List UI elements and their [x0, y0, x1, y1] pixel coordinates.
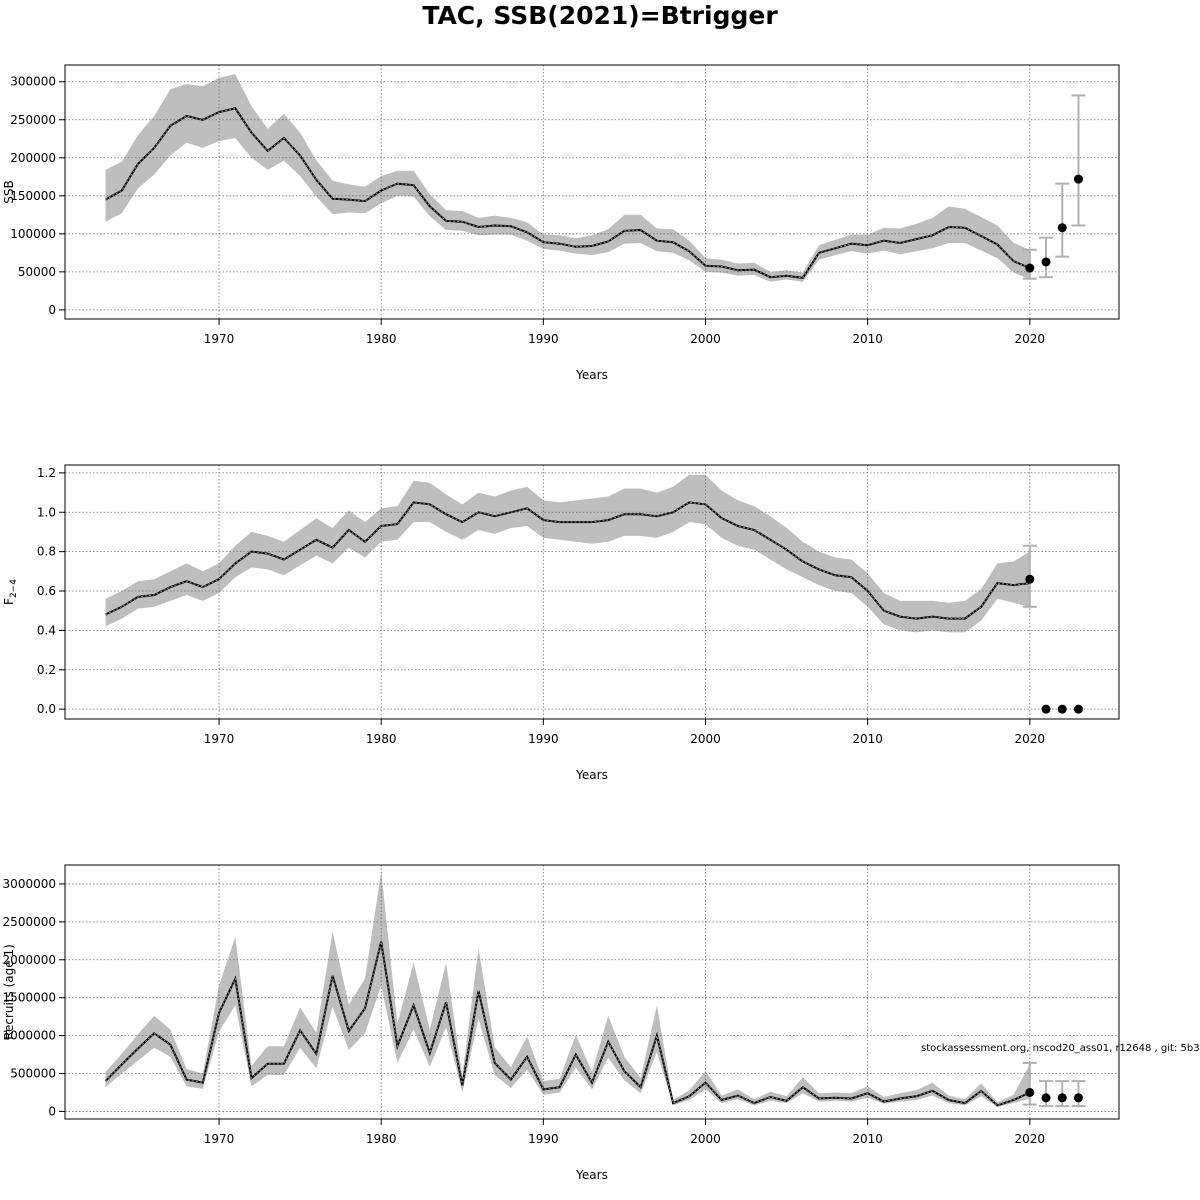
footnote: stockassessment.org, nscod20_ass01, r126… [921, 1043, 1200, 1054]
ssb-x-tick-label: 2000 [690, 332, 721, 346]
fbar-y-axis-title-subscript: 2−4 [9, 579, 19, 598]
ssb-panel: 1970 1980 1990 2000 2010 2020 0 50000 100000 1500… [2, 64, 1120, 382]
recruits-x-tick-label: 2000 [690, 1132, 721, 1146]
fbar-plot-frame [64, 464, 1120, 720]
fbar-estimate-dotted-overlay [105, 501, 1030, 620]
recruits-y-tick-label: 0 [48, 1104, 56, 1118]
fbar-projection-point [1073, 704, 1083, 714]
fbar-x-tick-label: 2010 [852, 732, 883, 746]
ssb-y-axis-title: SSB [2, 180, 16, 203]
ssb-projection-point [1025, 263, 1035, 273]
recruits-y-axis-title-main: Recruits (age 1) [2, 944, 16, 1040]
fbar-projection-point [1057, 704, 1067, 714]
recruits-plot-frame [64, 864, 1120, 1120]
ssb-y-tick-label: 250000 [10, 113, 56, 127]
recruits-projection-point [1073, 1093, 1083, 1103]
ssb-x-axis-title: Years [575, 368, 608, 382]
figure-title: TAC, SSB(2021)=Btrigger [422, 1, 778, 30]
ssb-y-axis-title-main: SSB [2, 180, 16, 203]
recruits-x-tick-label: 2010 [852, 1132, 883, 1146]
recruits-confidence-band [105, 871, 1030, 1107]
fbar-y-tick-label: 0.6 [37, 584, 56, 598]
ssb-projection-point [1041, 257, 1051, 267]
recruits-y-tick-label: 500000 [10, 1067, 56, 1081]
recruits-y-tick-label: 1500000 [3, 991, 56, 1005]
fbar-x-tick-label: 2020 [1015, 732, 1046, 746]
fbar-x-tick-label: 1970 [204, 732, 235, 746]
recruits-x-tick-label: 2020 [1015, 1132, 1046, 1146]
ssb-projection-point [1057, 223, 1067, 233]
recruits-y-tick-label: 2000000 [3, 953, 56, 967]
ssb-x-tick-label: 1970 [204, 332, 235, 346]
ssb-x-tick-label: 2020 [1015, 332, 1046, 346]
fbar-y-tick-label: 0.2 [37, 663, 56, 677]
fbar-projection-point [1025, 574, 1035, 584]
fishing-mortality-panel: 1970 1980 1990 2000 2010 2020 0.0 0.2 0.4 0.6 0.8 1… [2, 464, 1120, 782]
fbar-y-tick-label: 0.8 [37, 545, 56, 559]
recruits-projection-point [1041, 1093, 1051, 1103]
recruits-projection-point [1057, 1093, 1067, 1103]
ssb-y-tick-label: 150000 [10, 189, 56, 203]
recruits-y-tick-label: 1000000 [3, 1029, 56, 1043]
fbar-y-axis-title-main: F [2, 598, 16, 605]
recruits-estimate-dotted-overlay [105, 941, 1031, 1106]
ssb-x-tick-label: 1980 [366, 332, 397, 346]
ssb-y-tick-label: 100000 [10, 227, 56, 241]
recruits-y-axis-title: Recruits (age 1) [2, 944, 16, 1040]
recruits-projection-point [1025, 1087, 1035, 1097]
fbar-x-tick-label: 1980 [366, 732, 397, 746]
fbar-y-tick-label: 1.0 [37, 505, 56, 519]
ssb-x-tick-label: 2010 [852, 332, 883, 346]
fbar-y-tick-label: 1.2 [37, 466, 56, 480]
fbar-y-tick-label: 0.4 [37, 623, 56, 637]
recruits-panel: 1970 1980 1990 2000 2010 2020 0 500000 1000000 15… [2, 864, 1120, 1182]
fbar-x-axis-title: Years [575, 768, 608, 782]
ssb-y-tick-label: 0 [48, 303, 56, 317]
ssb-x-tick-label: 1990 [528, 332, 559, 346]
fbar-y-tick-label: 0.0 [37, 702, 56, 716]
fbar-y-axis-title: F2−4 [2, 579, 19, 605]
recruits-x-tick-label: 1970 [204, 1132, 235, 1146]
recruits-x-axis-title: Years [575, 1168, 608, 1182]
recruits-x-tick-label: 1980 [366, 1132, 397, 1146]
recruits-y-tick-label: 3000000 [3, 877, 56, 891]
ssb-plot-frame [64, 64, 1120, 320]
fbar-projection-point [1041, 704, 1051, 714]
fbar-x-tick-label: 1990 [528, 732, 559, 746]
ssb-y-tick-label: 300000 [10, 75, 56, 89]
ssb-confidence-band [105, 74, 1030, 282]
ssb-estimate-dotted-overlay [105, 107, 1030, 279]
recruits-y-tick-label: 2500000 [3, 915, 56, 929]
ssb-y-tick-label: 50000 [18, 265, 56, 279]
ssb-y-tick-label: 200000 [10, 151, 56, 165]
fbar-x-tick-label: 2000 [690, 732, 721, 746]
fbar-confidence-band [105, 474, 1030, 633]
ssb-projection-point [1073, 174, 1083, 184]
recruits-x-tick-label: 1990 [528, 1132, 559, 1146]
